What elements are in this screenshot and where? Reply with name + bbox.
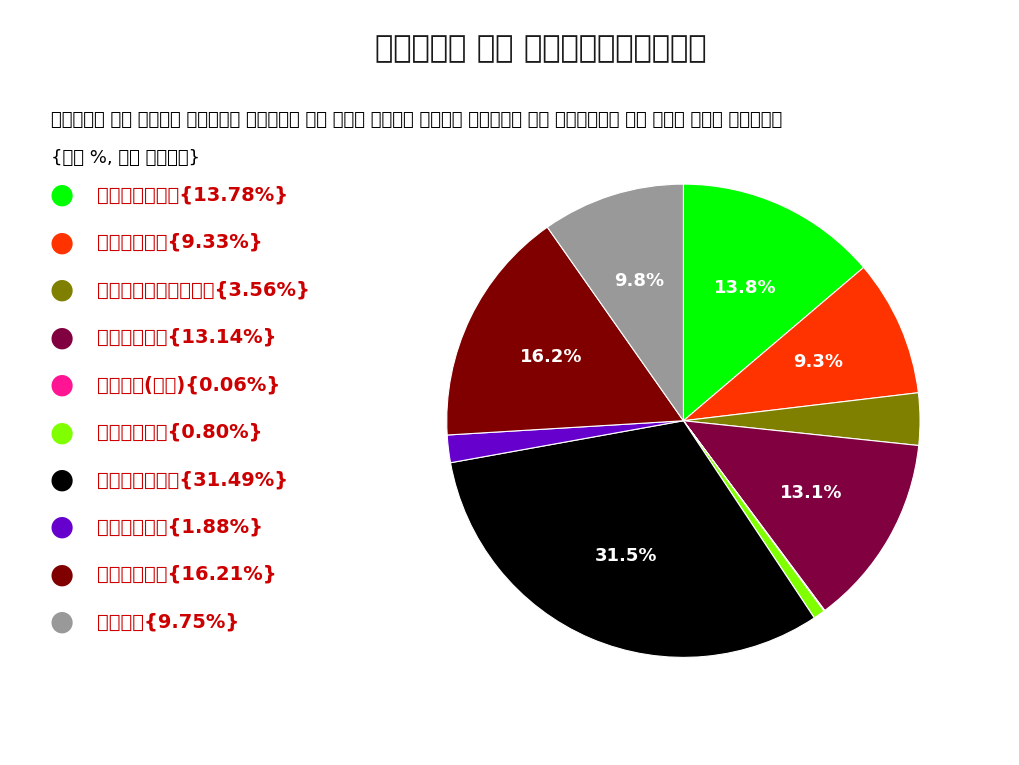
Text: आईएनसी{13.14%}: आईएनसी{13.14%} <box>97 328 276 347</box>
Text: ●: ● <box>49 181 73 209</box>
Text: 13.8%: 13.8% <box>713 278 775 297</box>
Text: ●: ● <box>49 229 73 256</box>
Text: 9.8%: 9.8% <box>613 272 663 290</box>
Wedge shape <box>446 421 683 463</box>
Text: 13.1%: 13.1% <box>779 484 842 503</box>
Text: 31.5%: 31.5% <box>594 547 656 565</box>
Text: ●: ● <box>49 513 73 541</box>
Text: ●: ● <box>49 561 73 588</box>
Text: ●: ● <box>49 276 73 304</box>
Wedge shape <box>683 421 918 610</box>
Text: एनओटीए{0.80%}: एनओटीए{0.80%} <box>97 423 262 441</box>
Text: अन्य{9.75%}: अन्य{9.75%} <box>97 613 238 631</box>
Text: बीजेपी{9.33%}: बीजेपी{9.33%} <box>97 233 262 252</box>
Text: 9.3%: 9.3% <box>792 353 842 371</box>
Text: ●: ● <box>49 418 73 446</box>
Text: एचएचपीडीपी{3.56%}: एचएचपीडीपी{3.56%} <box>97 281 310 299</box>
Text: पीडीएफ{1.88%}: पीडीएफ{1.88%} <box>97 518 263 536</box>
Text: ●: ● <box>49 608 73 636</box>
Text: {मत %, मत गणना}: {मत %, मत गणना} <box>51 149 200 168</box>
Text: ●: ● <box>49 324 73 351</box>
Text: ●: ● <box>49 371 73 399</box>
Text: दलवार मत हिस्सेदारी: दलवार मत हिस्सेदारी <box>375 34 706 63</box>
Text: यूडीपी{16.21%}: यूडीपी{16.21%} <box>97 565 276 584</box>
Wedge shape <box>683 392 919 445</box>
Text: ●: ● <box>49 466 73 493</box>
Wedge shape <box>683 421 824 611</box>
Wedge shape <box>450 421 813 657</box>
Text: एआईटीसी{13.78%}: एआईटीसी{13.78%} <box>97 186 287 204</box>
Text: कृपया और अधिक विवरण देखने के लिए अपना माउस चार्ट या लीजेंड के ओपर मूव करें।: कृपया और अधिक विवरण देखने के लिए अपना मा… <box>51 111 782 129</box>
Wedge shape <box>683 268 917 421</box>
Wedge shape <box>683 421 823 618</box>
Wedge shape <box>547 184 683 421</box>
Text: एनपीईपी{31.49%}: एनपीईपी{31.49%} <box>97 470 287 489</box>
Wedge shape <box>683 184 863 421</box>
Text: जेडी(यू){0.06%}: जेडी(यू){0.06%} <box>97 376 280 394</box>
Text: 16.2%: 16.2% <box>520 348 582 366</box>
Wedge shape <box>446 227 683 435</box>
